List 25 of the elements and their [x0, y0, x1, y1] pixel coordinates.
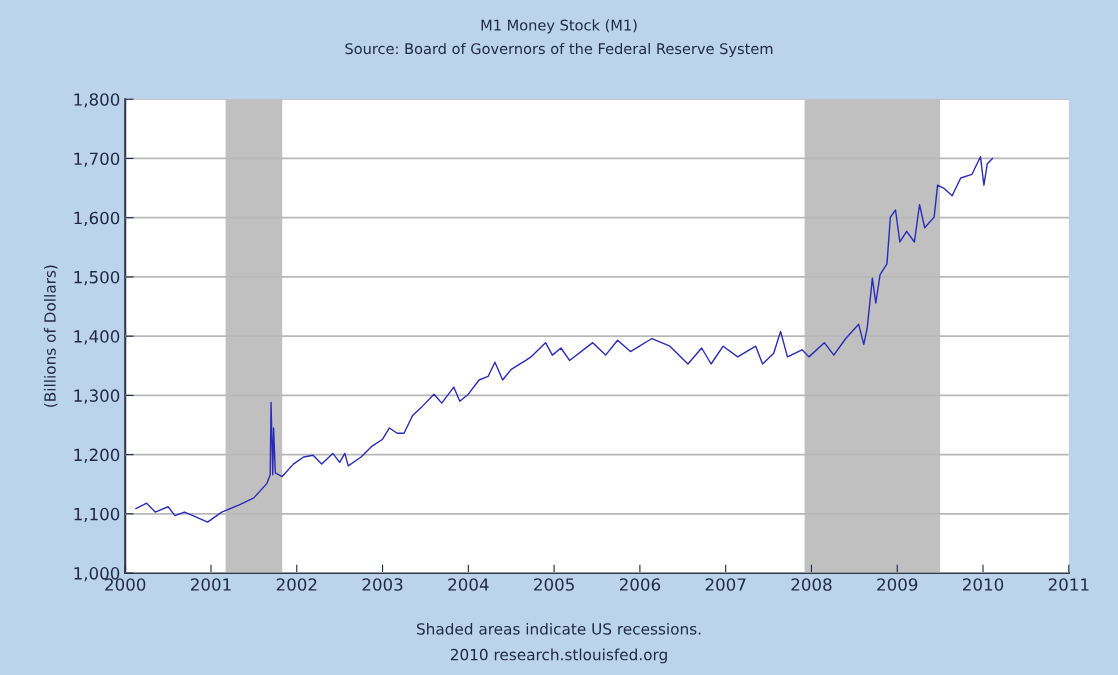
x-tick-label: 2001: [191, 578, 231, 591]
y-tick-label: 1,400: [74, 330, 120, 345]
y-tick-label: 1,600: [74, 211, 120, 226]
y-tick-label: 1,300: [74, 389, 120, 404]
x-tick-label: 2011: [1048, 578, 1089, 591]
chart-title: M1 Money Stock (M1): [481, 19, 637, 34]
y-tick-label: 1,500: [74, 270, 120, 286]
text: Shaded areas indicate US recessions.: [416, 622, 701, 635]
y-tick-label: 1,100: [74, 507, 120, 523]
chart-subtitle: Source: Board of Governors of the Federal Reserve System: [345, 42, 773, 58]
x-tick-label: 2009: [877, 578, 918, 591]
y-tick-label: 1,200: [74, 448, 120, 463]
x-tick-label: 2005: [534, 578, 574, 591]
y-tick-label: 1,800: [74, 93, 120, 108]
x-tick-label: 2003: [362, 578, 403, 591]
x-tick-label: 2008: [791, 578, 832, 591]
line-series: [135, 155, 994, 523]
x-tick-label: 2004: [448, 578, 489, 591]
x-tick-label: 2010: [963, 578, 1004, 591]
x-tick-label: 2006: [619, 578, 661, 591]
y-axis-title: (Billions of Dollars): [43, 265, 58, 407]
x-tick-label: 2007: [705, 578, 746, 591]
y-tick-label: 1,700: [74, 152, 120, 167]
x-tick-label: 2002: [276, 578, 317, 591]
text: 2010 research.stlouisfed.org: [450, 648, 667, 664]
